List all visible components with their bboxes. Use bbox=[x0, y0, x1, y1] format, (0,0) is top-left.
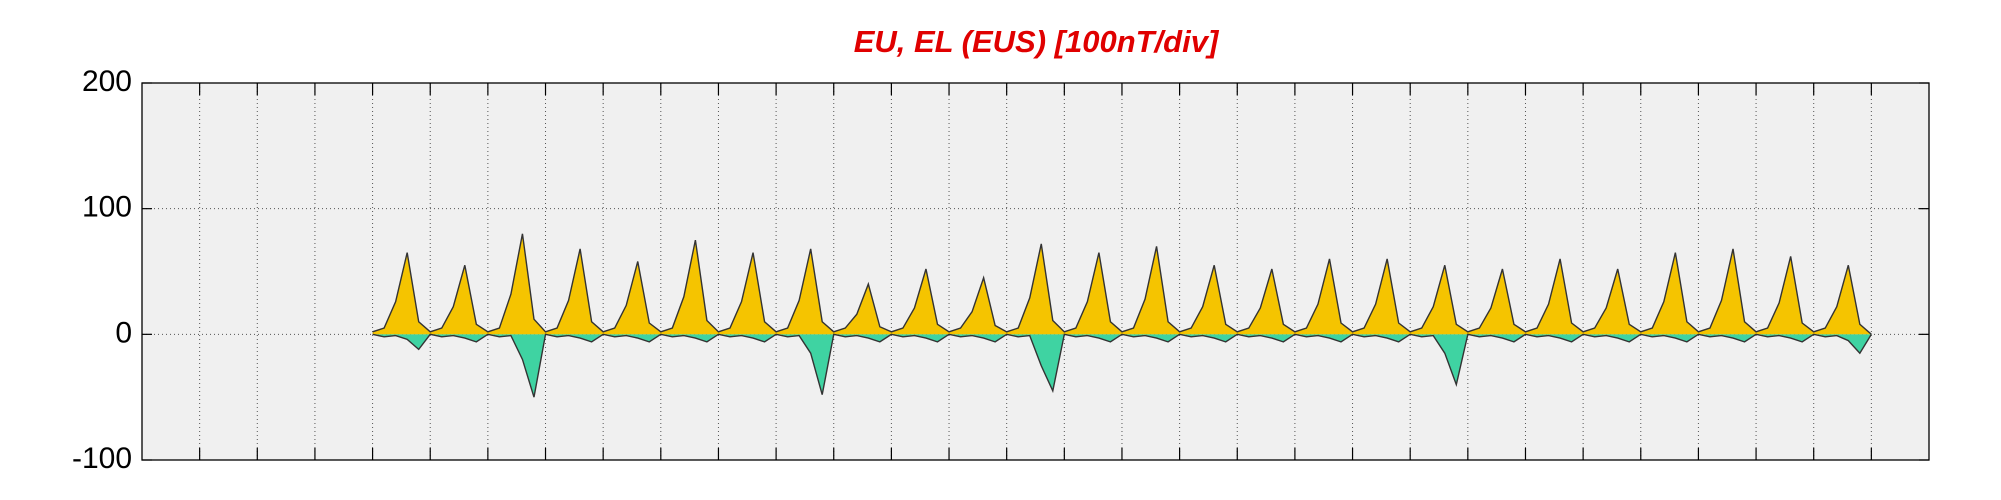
y-tick-label: -100 bbox=[72, 442, 132, 475]
y-tick-label: 200 bbox=[82, 65, 132, 98]
area-fill bbox=[372, 233, 1872, 335]
area-fill bbox=[372, 334, 1872, 398]
y-tick-label: 100 bbox=[82, 191, 132, 224]
y-tick-label: 0 bbox=[115, 316, 132, 349]
data-line bbox=[372, 333, 1872, 398]
data-line bbox=[372, 233, 1872, 335]
chart-title: EU, EL (EUS) [100nT/div] bbox=[854, 24, 1220, 59]
plot-frame bbox=[141, 82, 1930, 461]
